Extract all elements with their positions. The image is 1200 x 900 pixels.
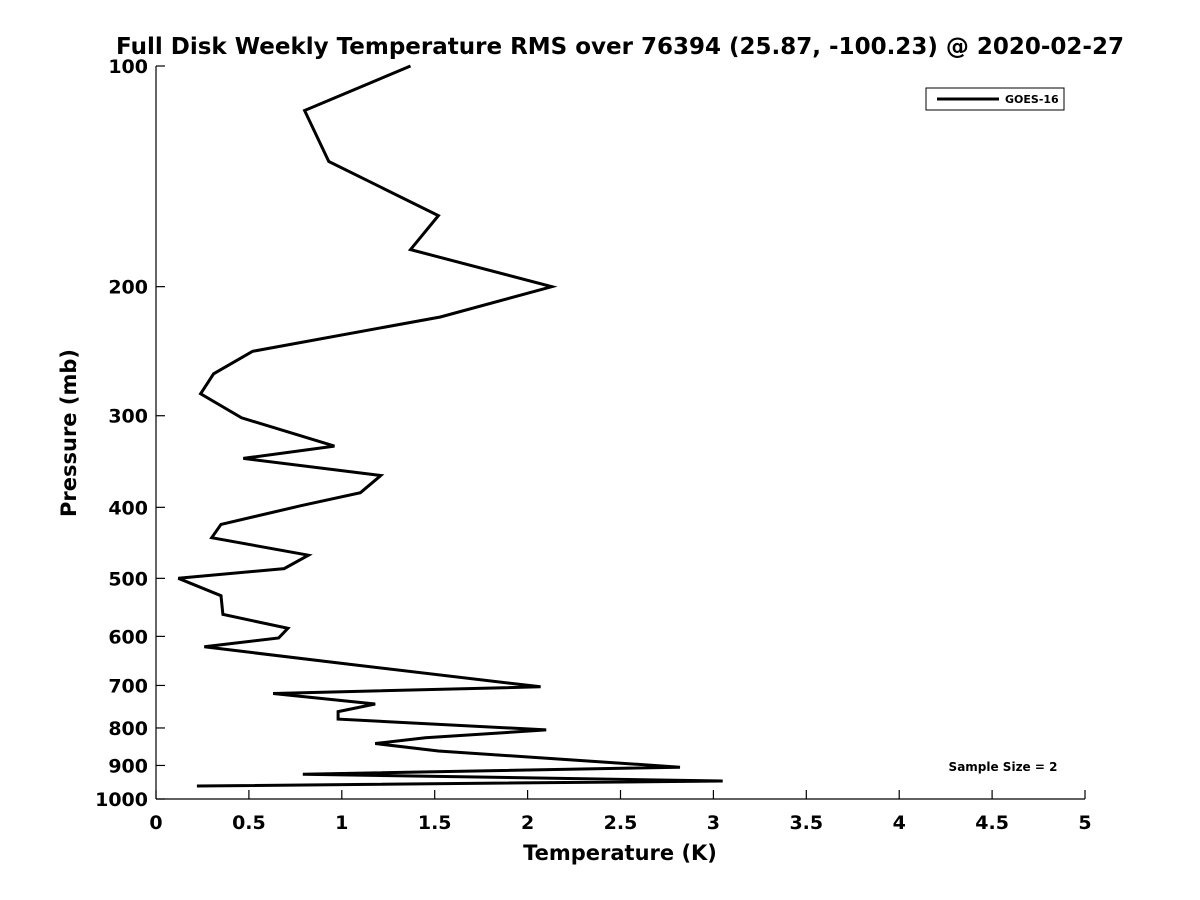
y-ticks: 100 200 300 400 500 600 700 800 900 1000 [95,56,165,811]
x-tick-label: 1.5 [418,812,452,834]
legend: GOES-16 [925,87,1065,111]
y-tick-label: 600 [108,626,148,648]
x-tick-label: 1 [335,812,348,834]
y-tick-label: 900 [108,755,148,777]
y-tick-label: 800 [108,718,148,740]
y-tick-label: 300 [108,406,148,428]
chart-title: Full Disk Weekly Temperature RMS over 76… [116,34,1124,60]
x-tick-label: 5 [1078,812,1091,834]
x-ticks: 0 0.5 1 1.5 2 2.5 3 3.5 4 4.5 5 [149,790,1092,834]
legend-label-goes-16: GOES-16 [1005,93,1059,106]
x-tick-label: 3 [707,812,720,834]
x-tick-label: 0 [149,812,162,834]
series-layer [177,64,723,788]
y-tick-label: 700 [108,675,148,697]
x-tick-label: 3.5 [789,812,823,834]
y-tick-label: 100 [108,56,148,78]
series-line-goes-16 [177,64,723,788]
x-tick-label: 4.5 [975,812,1009,834]
y-tick-label: 200 [108,277,148,299]
y-tick-label: 1000 [95,789,148,811]
y-tick-label: 500 [108,568,148,590]
sample-size-annotation: Sample Size = 2 [949,760,1058,774]
x-tick-label: 2 [521,812,534,834]
x-axis-label: Temperature (K) [523,841,717,865]
x-tick-label: 0.5 [232,812,266,834]
y-tick-label: 400 [108,497,148,519]
y-axis-label: Pressure (mb) [57,349,81,517]
x-tick-label: 4 [893,812,906,834]
x-tick-label: 2.5 [604,812,638,834]
